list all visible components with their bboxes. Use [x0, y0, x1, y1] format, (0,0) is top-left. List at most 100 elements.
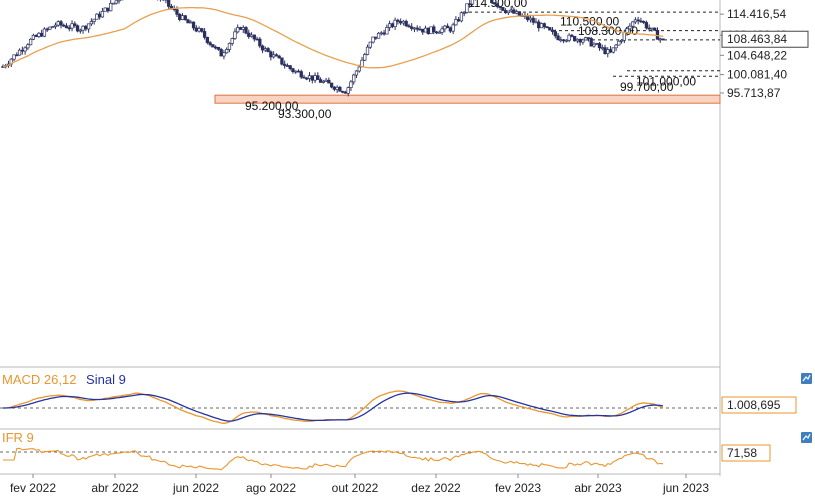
candle-body	[73, 23, 77, 27]
candle-body	[183, 15, 187, 21]
candle-body	[189, 21, 193, 24]
candle-body	[437, 31, 441, 34]
candle-body	[534, 21, 538, 24]
candle-body	[415, 27, 419, 30]
candle-body	[200, 28, 204, 32]
candle-body	[222, 52, 226, 57]
candle-body	[81, 25, 85, 31]
candle-body	[338, 86, 342, 92]
candle-body	[412, 27, 417, 30]
candle-body	[191, 21, 196, 29]
candle-body	[238, 27, 243, 30]
candle-body	[67, 27, 71, 30]
candle-body	[56, 21, 60, 26]
candle-body	[595, 43, 599, 45]
candle-body	[95, 13, 99, 20]
candle-body	[208, 42, 212, 45]
y-tick-label: 95.713,87	[727, 86, 781, 100]
x-tick-label: jun 2023	[662, 481, 709, 495]
candle-body	[456, 19, 461, 22]
candle-body	[225, 49, 229, 54]
candle-body	[17, 49, 22, 56]
current-price-frame	[721, 30, 809, 48]
candle-body	[625, 28, 629, 33]
candle-body	[260, 45, 265, 51]
x-tick-label: jun 2022	[172, 481, 219, 495]
candle-body	[269, 51, 273, 58]
candle-body	[216, 46, 221, 50]
candle-body	[175, 9, 179, 15]
candle-body	[327, 79, 331, 84]
rsi-value-label: 71,58	[727, 446, 757, 460]
candle-body	[28, 38, 33, 46]
candle-body	[219, 48, 223, 57]
candle-body	[48, 26, 52, 30]
panel-options-icon[interactable]	[801, 432, 812, 443]
candle-body	[186, 19, 190, 24]
candle-body	[647, 27, 651, 30]
candle-body	[644, 22, 649, 29]
candle-body	[390, 23, 395, 28]
candle-body	[51, 26, 55, 28]
candle-body	[274, 54, 279, 57]
candle-body	[230, 38, 234, 44]
candle-body	[410, 26, 414, 29]
candlesticks	[1, 0, 665, 97]
candle-body	[542, 23, 546, 28]
candle-body	[432, 26, 436, 33]
candle-body	[255, 38, 259, 41]
candle-body	[470, 0, 475, 5]
rsi-title: IFR 9	[2, 430, 34, 445]
candle-body	[335, 86, 339, 90]
macd-value-label: 1.008,695	[727, 398, 781, 412]
candle-body	[440, 28, 444, 33]
x-tick-label: fev 2023	[495, 481, 541, 495]
candle-body	[241, 27, 245, 30]
candle-body	[650, 27, 654, 30]
candle-body	[418, 28, 422, 31]
candle-body	[280, 57, 284, 65]
rsi-line	[3, 447, 664, 471]
panel-frames	[0, 0, 721, 476]
current-price-label: 108.463,84	[727, 32, 787, 46]
candle-body	[64, 25, 69, 29]
candle-body	[106, 7, 110, 12]
candle-body	[404, 20, 408, 27]
candle-body	[531, 17, 535, 23]
candle-body	[302, 76, 306, 79]
candle-body	[247, 32, 251, 37]
candle-body	[288, 65, 292, 70]
candle-body	[310, 75, 314, 81]
x-tick-label: fev 2022	[10, 481, 56, 495]
candle-body	[407, 25, 411, 28]
candle-body	[213, 46, 218, 49]
panel-options-icon[interactable]	[801, 373, 812, 384]
candle-body	[503, 10, 508, 14]
candle-body	[23, 47, 27, 52]
candle-body	[86, 23, 91, 30]
candle-body	[462, 12, 466, 14]
candle-body	[252, 34, 256, 40]
candle-body	[653, 27, 657, 31]
candle-body	[100, 10, 105, 18]
candle-body	[12, 54, 16, 60]
candle-body	[550, 29, 555, 32]
candle-body	[233, 31, 237, 39]
candle-body	[589, 38, 593, 47]
candle-body	[343, 91, 348, 94]
candle-body	[103, 7, 107, 12]
candle-body	[639, 20, 643, 23]
candle-body	[506, 10, 511, 14]
candle-body	[40, 32, 44, 37]
candle-body	[111, 2, 116, 5]
candle-body	[305, 77, 309, 80]
candle-body	[658, 38, 662, 41]
candle-body	[178, 13, 182, 20]
candle-body	[321, 80, 325, 83]
x-tick-label: dez 2022	[411, 481, 461, 495]
candle-body	[512, 9, 516, 14]
candle-body	[98, 13, 102, 18]
candle-body	[434, 31, 439, 34]
candle-body	[619, 39, 624, 42]
candle-body	[84, 25, 88, 30]
